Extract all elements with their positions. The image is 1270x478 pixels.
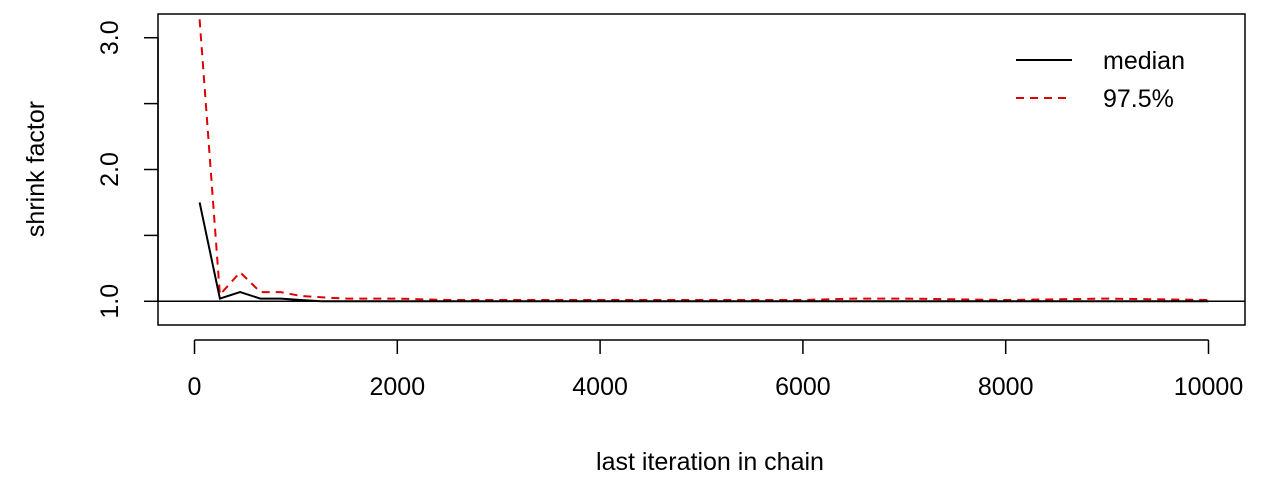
y-tick-label: 2.0 [96, 152, 124, 187]
series-layer [198, 19, 1209, 303]
y-tick-label: 3.0 [96, 20, 124, 55]
x-tick-label: 10000 [1174, 373, 1244, 401]
y-axis: 1.0 2.0 3.0 [96, 20, 159, 319]
x-axis-title: last iteration in chain [596, 448, 824, 476]
x-tick-label: 8000 [978, 373, 1034, 401]
legend-label: 97.5% [1103, 85, 1174, 113]
y-axis-title: shrink factor [22, 101, 50, 237]
x-tick-label: 6000 [775, 373, 831, 401]
series-median-line [198, 202, 1209, 303]
series-upper-975-line [198, 19, 1209, 302]
x-axis: 0 2000 4000 6000 8000 10000 [188, 339, 1244, 401]
plot-frame [157, 13, 1246, 326]
y-tick-label: 1.0 [96, 284, 124, 319]
x-tick-label: 4000 [572, 373, 628, 401]
x-tick-label: 0 [188, 373, 202, 401]
legend-label: median [1103, 47, 1185, 75]
legend: median 97.5% [1016, 47, 1185, 113]
x-tick-label: 2000 [369, 373, 425, 401]
